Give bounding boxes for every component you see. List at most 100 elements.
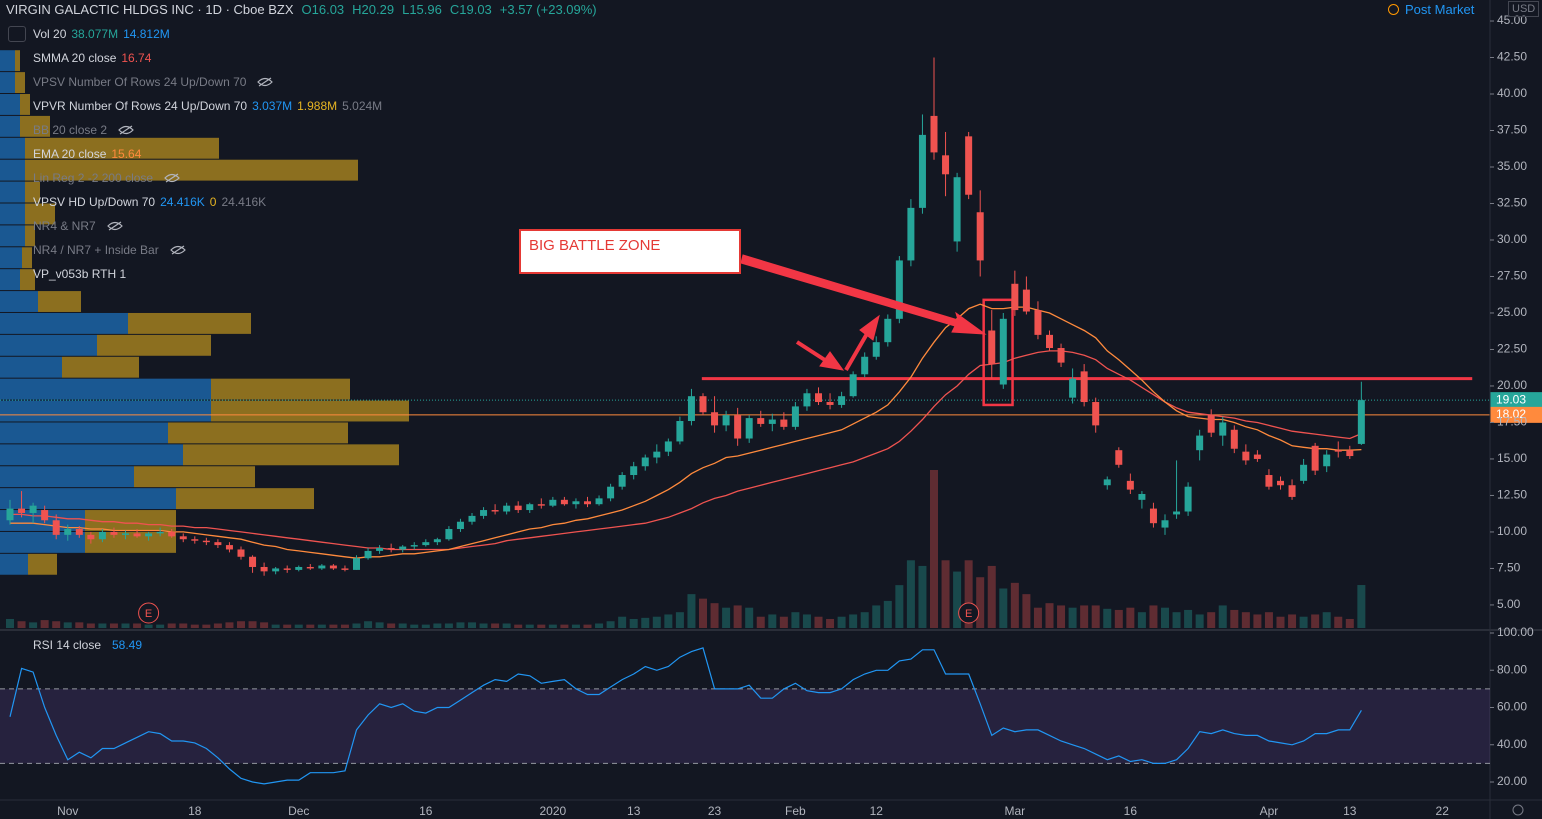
candle-body bbox=[687, 396, 695, 422]
volume-bar bbox=[1022, 594, 1031, 628]
volume-profile-down bbox=[25, 225, 35, 247]
price-label-box bbox=[1490, 392, 1542, 409]
volume-bar bbox=[618, 616, 627, 628]
candle-body bbox=[1230, 429, 1238, 449]
volume-bar bbox=[1184, 609, 1193, 628]
candle-body bbox=[1080, 371, 1088, 403]
volume-bar bbox=[294, 624, 303, 628]
candle-body bbox=[1046, 334, 1053, 349]
change: +3.57 (+23.09%) bbox=[499, 2, 597, 17]
collapse-button[interactable] bbox=[8, 26, 26, 42]
hidden-icon[interactable] bbox=[118, 125, 134, 135]
volume-profile-up bbox=[0, 137, 25, 159]
volume-profile-up bbox=[0, 553, 28, 575]
y-tick-label: 80.00 bbox=[1497, 662, 1527, 676]
volume-bar bbox=[329, 624, 338, 628]
candle-body bbox=[491, 510, 499, 512]
candle-body bbox=[1277, 480, 1284, 486]
candle-body bbox=[514, 505, 522, 511]
candle-body bbox=[872, 342, 880, 357]
x-tick-label: Apr bbox=[1260, 804, 1279, 818]
settings-icon[interactable] bbox=[1512, 804, 1524, 816]
y-tick-label: 32.50 bbox=[1497, 196, 1527, 210]
volume-profile-down bbox=[25, 203, 55, 225]
volume-bar bbox=[918, 565, 927, 628]
candle-body bbox=[1161, 520, 1169, 528]
volume-profile-down bbox=[20, 94, 30, 115]
candle-body bbox=[179, 536, 187, 540]
hidden-icon[interactable] bbox=[169, 245, 186, 255]
rsi-line bbox=[9, 647, 1362, 785]
volume-bar bbox=[1149, 605, 1158, 628]
volume-bar bbox=[802, 614, 811, 628]
volume-bar bbox=[964, 560, 973, 628]
volume-bar bbox=[225, 622, 234, 628]
candle-body bbox=[1242, 451, 1250, 461]
indicator-value: 16.74 bbox=[121, 51, 152, 65]
indicator-name: NR4 & NR7 bbox=[33, 219, 96, 233]
volume-profile-up bbox=[0, 444, 183, 466]
y-tick-label: 10.00 bbox=[1497, 524, 1527, 538]
volume-profile-down bbox=[211, 400, 409, 422]
session-label: Post Market bbox=[1405, 2, 1475, 17]
indicator-value: 24.416K bbox=[160, 195, 205, 209]
volume-profile-up bbox=[0, 181, 25, 203]
volume-bar bbox=[1276, 616, 1285, 628]
indicator-value: 15.64 bbox=[111, 147, 142, 161]
volume-bar bbox=[999, 588, 1008, 628]
candle-body bbox=[838, 396, 846, 405]
volume-profile-down bbox=[85, 510, 176, 531]
volume-profile-up bbox=[0, 94, 20, 115]
candle-body bbox=[849, 374, 857, 397]
candle-body bbox=[1334, 450, 1342, 452]
legend-row: NR4 & NR7 bbox=[8, 214, 382, 238]
candle-body bbox=[283, 568, 291, 570]
x-tick-label: 2020 bbox=[539, 804, 566, 818]
indicator-name: VP_v053b RTH 1 bbox=[33, 267, 127, 281]
candle-body bbox=[1207, 415, 1215, 433]
volume-profile-up bbox=[0, 225, 25, 247]
session-indicator[interactable]: Post Market bbox=[1388, 2, 1474, 17]
candle-body bbox=[468, 515, 476, 522]
candle-body bbox=[110, 531, 118, 535]
indicator-name: Vol 20 bbox=[33, 27, 67, 41]
ohlc-close: C19.03 bbox=[449, 2, 492, 17]
volume-profile-down bbox=[38, 291, 81, 312]
volume-profile-down bbox=[176, 488, 314, 510]
candle-body bbox=[249, 556, 257, 567]
hidden-icon[interactable] bbox=[106, 221, 123, 231]
x-tick-label: 18 bbox=[188, 804, 202, 818]
candle-body bbox=[29, 505, 37, 513]
candle-body bbox=[422, 542, 430, 546]
volume-profile-down bbox=[15, 50, 20, 72]
volume-bar bbox=[190, 624, 199, 628]
candle-body bbox=[145, 533, 153, 537]
y-tick-label: 100.00 bbox=[1497, 625, 1534, 639]
hidden-icon[interactable] bbox=[257, 77, 274, 87]
volume-profile-down bbox=[134, 466, 255, 488]
candle-body bbox=[225, 545, 233, 550]
volume-bar bbox=[699, 598, 707, 628]
volume-bar bbox=[756, 616, 765, 628]
candle-body bbox=[214, 542, 222, 546]
volume-bar bbox=[29, 622, 38, 628]
volume-bar bbox=[17, 621, 26, 628]
candle-body bbox=[699, 396, 707, 413]
volume-bar bbox=[1068, 607, 1077, 628]
volume-bar bbox=[1126, 607, 1135, 628]
volume-bar bbox=[1322, 612, 1331, 628]
volume-bar bbox=[514, 624, 523, 628]
volume-bar bbox=[652, 616, 661, 628]
candle-body bbox=[757, 418, 765, 424]
hidden-icon[interactable] bbox=[164, 173, 180, 183]
ohlc-open: O16.03 bbox=[301, 2, 345, 17]
candle-body bbox=[1092, 402, 1100, 426]
volume-bar bbox=[1218, 605, 1227, 628]
candle-body bbox=[353, 558, 360, 570]
volume-bar bbox=[768, 614, 777, 628]
candle-body bbox=[1311, 445, 1319, 471]
candle-body bbox=[572, 501, 580, 505]
candle-body bbox=[1057, 348, 1065, 363]
candle-body bbox=[618, 475, 626, 487]
moving-average bbox=[10, 350, 1362, 551]
